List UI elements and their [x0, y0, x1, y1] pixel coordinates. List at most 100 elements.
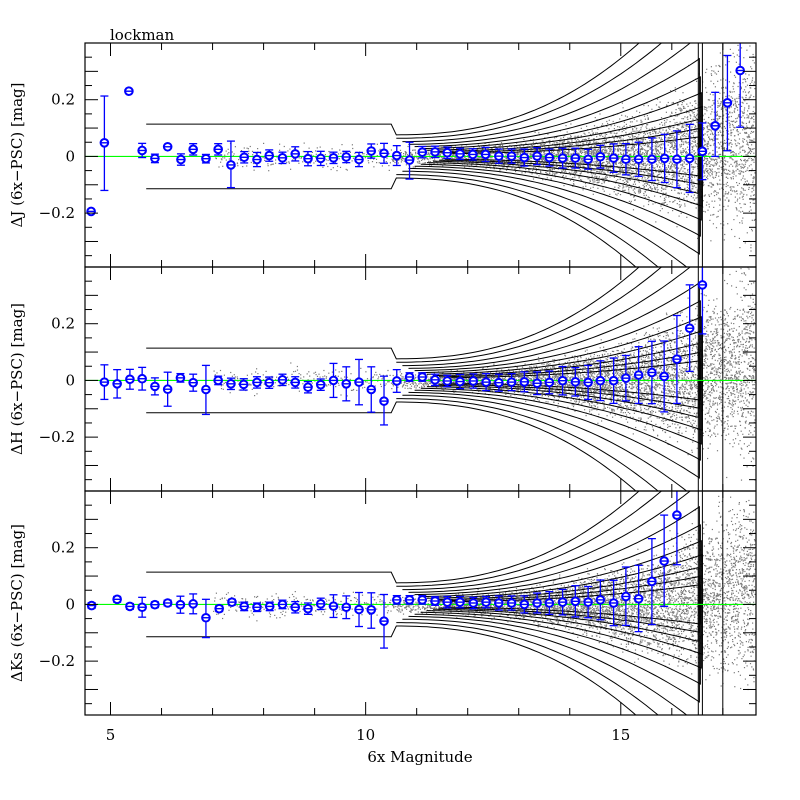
data-point: [315, 378, 326, 391]
data-point: [519, 595, 530, 614]
data-point: [442, 146, 453, 160]
data-point: [468, 596, 479, 610]
y-ticks: [85, 504, 756, 705]
data-point: [150, 599, 160, 610]
y-tick-label: 0: [65, 371, 75, 389]
x-tick-label: 10: [356, 726, 375, 744]
data-point: [188, 593, 198, 615]
data-point: [277, 599, 288, 610]
data-point: [583, 364, 593, 401]
data-point: [633, 564, 644, 633]
data-point: [162, 371, 173, 407]
data-point: [455, 373, 465, 390]
data-point: [659, 514, 669, 608]
data-point: [124, 86, 134, 97]
data-point: [150, 377, 160, 396]
data-point: [468, 373, 479, 389]
data-point: [608, 579, 619, 627]
data-point: [621, 354, 631, 402]
x-ticks: [110, 491, 724, 715]
data-point: [303, 150, 313, 167]
data-point: [480, 146, 491, 163]
data-point: [468, 148, 478, 161]
data-point: [137, 142, 147, 159]
y-tick-label: 0.2: [51, 539, 75, 557]
data-point: [239, 601, 250, 612]
data-point: [494, 373, 504, 392]
data-point: [570, 585, 581, 618]
x-tick-label: 5: [106, 726, 116, 744]
data-point: [557, 588, 568, 616]
data-point: [391, 368, 402, 393]
x-ticks: [110, 267, 724, 491]
data-point: [659, 340, 669, 413]
data-point: [366, 143, 377, 159]
data-point: [544, 370, 555, 395]
panel-bottom: −0.2 0 0.2: [39, 490, 757, 716]
data-point: [264, 376, 275, 390]
chart-title: lockman: [110, 26, 174, 44]
y-axis-title-bottom: ΔKs (6x−PSC) [mag]: [8, 524, 26, 682]
y-axis-title-top: ΔJ (6x−PSC) [mag]: [8, 83, 26, 228]
data-point: [252, 151, 262, 168]
data-point: [226, 140, 236, 189]
data-point: [672, 491, 682, 566]
data-point: [252, 376, 262, 389]
data-point: [430, 373, 440, 387]
data-point: [112, 368, 122, 399]
binned-points: [86, 43, 745, 217]
data-point: [150, 153, 160, 164]
data-point: [570, 367, 581, 397]
outer-contour: [146, 43, 724, 267]
data-point: [290, 146, 301, 162]
data-point: [341, 150, 352, 164]
y-tick-label: −0.2: [39, 652, 75, 670]
data-point: [290, 376, 301, 389]
data-point: [86, 600, 97, 611]
data-point: [354, 358, 364, 406]
data-point: [519, 371, 530, 393]
data-point: [366, 592, 377, 629]
y-ticks: [85, 56, 756, 257]
data-point: [722, 54, 733, 152]
data-point: [647, 340, 657, 405]
data-point: [506, 595, 517, 611]
data-point: [112, 594, 122, 605]
data-point: [595, 579, 606, 621]
data-point: [328, 151, 339, 165]
data-point: [557, 147, 568, 169]
panel-frame: [84, 490, 757, 716]
data-point: [99, 95, 110, 192]
data-point: [544, 148, 555, 167]
data-point: [315, 597, 326, 611]
data-point: [315, 150, 326, 167]
y-tick-label: −0.2: [39, 204, 75, 222]
data-point: [201, 153, 211, 164]
data-point: [137, 366, 147, 391]
data-point: [672, 130, 682, 189]
data-point: [379, 593, 389, 649]
data-point: [442, 374, 453, 388]
data-point: [391, 594, 402, 605]
data-point: [162, 598, 173, 608]
data-point: [481, 372, 491, 392]
data-point: [519, 148, 530, 167]
data-point: [404, 141, 415, 180]
data-point: [735, 43, 745, 128]
x-axis-title: 6x Magnitude: [367, 748, 472, 766]
y-tick-label: 0: [65, 595, 75, 613]
data-point: [125, 368, 135, 390]
data-point: [583, 148, 593, 170]
data-point: [188, 143, 198, 156]
data-point: [137, 596, 147, 618]
data-point: [621, 143, 631, 176]
data-point: [328, 362, 339, 399]
data-point: [201, 598, 211, 639]
data-point: [86, 206, 96, 217]
data-point: [201, 364, 211, 416]
data-point: [341, 366, 352, 402]
data-point: [506, 372, 517, 392]
data-point: [417, 372, 428, 382]
data-point: [99, 364, 110, 401]
binned-points: [99, 267, 708, 426]
